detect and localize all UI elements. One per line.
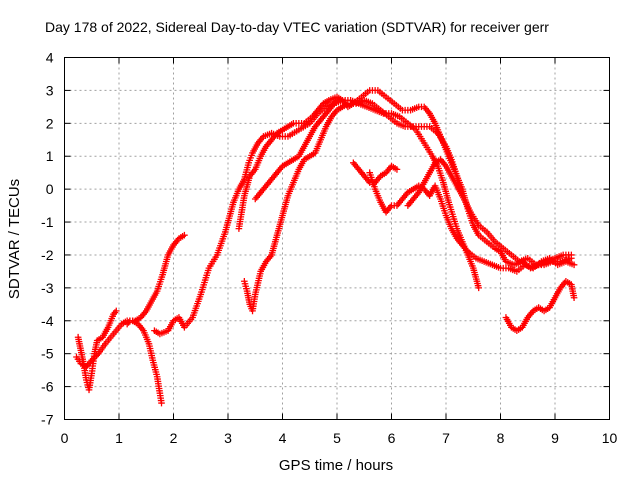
data-point (568, 254, 575, 262)
y-tick-label: -7 (41, 412, 54, 428)
data-point (125, 319, 132, 326)
x-tick-label: 4 (279, 430, 287, 446)
y-tick-label: 1 (46, 148, 54, 164)
x-tick-labels: 0 1 2 3 4 5 6 7 8 9 10 (61, 430, 618, 446)
data-point (475, 284, 482, 292)
plot-frame (64, 57, 610, 420)
x-tick-label: 2 (170, 430, 178, 446)
data-point (333, 96, 341, 104)
x-axis-label: GPS time / hours (279, 457, 393, 474)
y-tick-label: -5 (41, 346, 54, 362)
series-trace-3 (123, 231, 188, 328)
chart-title: Day 178 of 2022, Sidereal Day-to-day VTE… (45, 19, 549, 35)
y-tick-label: -3 (41, 280, 54, 296)
y-tick-label: -6 (41, 379, 54, 395)
x-tick-label: 9 (551, 430, 559, 446)
x-tick-label: 7 (442, 430, 450, 446)
data-point (393, 166, 401, 173)
series-trace-4 (151, 96, 482, 338)
series-trace-11 (502, 277, 578, 334)
data-point (570, 294, 578, 302)
series-trace-5 (235, 87, 575, 272)
data-point (459, 192, 466, 200)
x-tick-label: 8 (497, 430, 505, 446)
y-tick-label: 2 (46, 115, 54, 131)
y-tick-label: 4 (46, 50, 54, 66)
y-tick-label: 0 (46, 181, 54, 197)
y-axis-label: SDTVAR / TECUs (6, 179, 23, 299)
data-point (112, 307, 120, 315)
y-tick-label: -2 (41, 247, 54, 263)
x-tick-label: 10 (602, 430, 618, 446)
series-trace-6 (241, 96, 575, 315)
x-tick-label: 6 (388, 430, 396, 446)
series-trace-7 (251, 96, 341, 203)
x-tick-label: 3 (224, 430, 232, 446)
series-trace-9 (366, 169, 578, 275)
data-point (158, 399, 165, 407)
data-point (181, 231, 188, 239)
series-trace-10 (404, 156, 466, 209)
x-tick-label: 0 (61, 430, 69, 446)
data-series (73, 87, 578, 407)
y-tick-label: -1 (41, 214, 54, 230)
y-tick-label: -4 (41, 313, 54, 329)
x-tick-label: 1 (115, 430, 123, 446)
y-tick-label: 3 (46, 82, 54, 98)
series-trace-2 (74, 307, 120, 394)
y-tick-labels: -7 -6 -5 -4 -3 -2 -1 0 1 2 3 4 (41, 50, 54, 428)
x-tick-label: 5 (333, 430, 341, 446)
data-point (570, 261, 578, 269)
